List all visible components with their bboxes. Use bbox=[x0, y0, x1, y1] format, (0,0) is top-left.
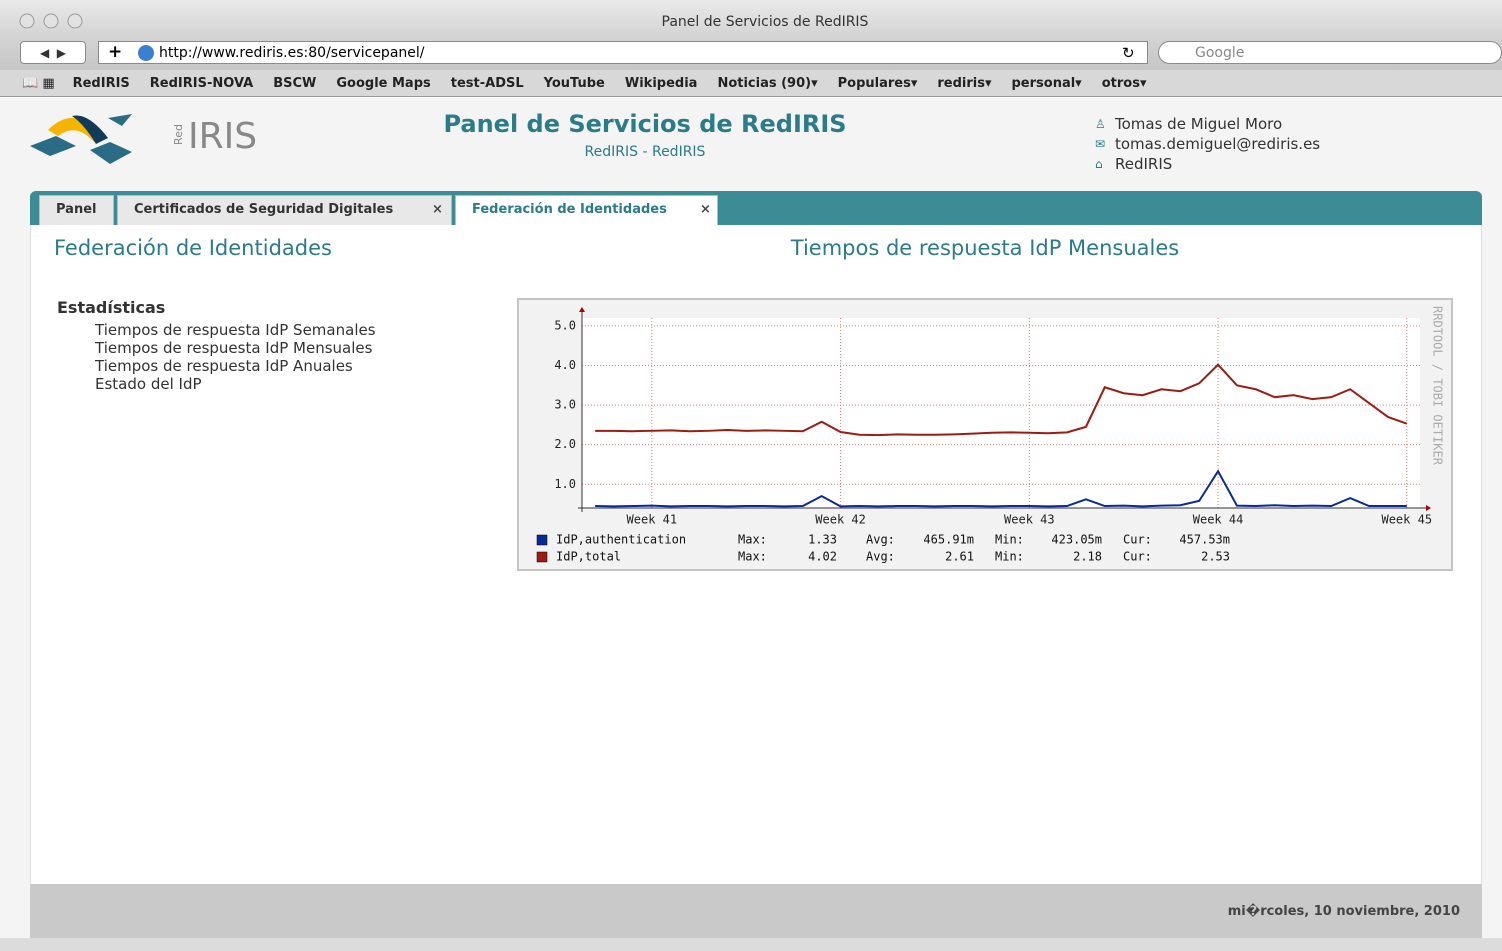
window-buttons[interactable] bbox=[18, 12, 98, 32]
logo-small: Red bbox=[171, 124, 185, 145]
menu-item[interactable]: Tiempos de respuesta IdP Mensuales bbox=[95, 339, 373, 357]
page-title: Federación de Identidades bbox=[54, 236, 332, 260]
bookmark[interactable]: personal▾ bbox=[1011, 75, 1082, 91]
bookmark[interactable]: RedIRIS-NOVA bbox=[149, 75, 254, 91]
logo-text: IRIS bbox=[188, 116, 258, 157]
legend-swatch bbox=[536, 551, 548, 563]
legend-stat-label: Min: bbox=[995, 533, 1024, 547]
menu: Estadísticas Tiempos de respuesta IdP Se… bbox=[57, 298, 376, 394]
user-name: Tomas de Miguel Moro bbox=[1115, 115, 1283, 133]
legend-stat-value: 465.91m bbox=[923, 533, 974, 547]
user-info: Tomas de Miguel Moro tomas.demiguel@redi… bbox=[1115, 114, 1320, 174]
bookmark[interactable]: Wikipedia bbox=[624, 75, 698, 91]
globe-icon bbox=[138, 45, 154, 61]
legend-stat-label: Cur: bbox=[1123, 550, 1152, 564]
user-email[interactable]: tomas.demiguel@rediris.es bbox=[1115, 135, 1321, 153]
legend-stat-value: 4.02 bbox=[808, 550, 837, 564]
search-field[interactable]: Google bbox=[1158, 41, 1502, 64]
menu-item[interactable]: Tiempos de respuesta IdP Anuales bbox=[95, 357, 353, 375]
x-arrow bbox=[1426, 505, 1431, 511]
tab[interactable]: Certificados de Seguridad Digitales bbox=[117, 195, 452, 225]
series-line bbox=[595, 469, 1407, 508]
bookmark[interactable]: Populares▾ bbox=[837, 75, 918, 91]
x-tick-label: Week 42 bbox=[815, 513, 866, 527]
x-tick-label: Week 45 bbox=[1381, 513, 1432, 527]
chart-box: 1.0 2.0 3.0 4.0 5.0 Week 41 Week 42 Week 43 Week… bbox=[517, 298, 1453, 571]
legend-stat-label: Avg: bbox=[866, 550, 895, 564]
status-bar bbox=[0, 938, 1502, 951]
y-tick-label: 2.0 bbox=[554, 437, 576, 451]
chart-title: Tiempos de respuesta IdP Mensuales bbox=[790, 236, 1180, 260]
x-tick-label: Week 44 bbox=[1193, 513, 1244, 527]
header-subtitle: RedIRIS - RedIRIS bbox=[584, 144, 706, 160]
bookmark-icons[interactable]: 📖 ▦ bbox=[22, 75, 55, 91]
user-org: RedIRIS bbox=[1115, 155, 1173, 173]
legend-swatch bbox=[536, 534, 548, 546]
reload-icon[interactable]: ↻ bbox=[1122, 44, 1135, 62]
tab[interactable]: Federación de Identidades bbox=[455, 195, 718, 225]
menu-heading: Estadísticas bbox=[57, 298, 166, 317]
legend-stat-label: Cur: bbox=[1123, 533, 1152, 547]
legend-stat-label: Max: bbox=[738, 533, 767, 547]
x-tick-label: Week 43 bbox=[1004, 513, 1055, 527]
legend-stat-label: Min: bbox=[995, 550, 1024, 564]
legend-stat-value: 1.33 bbox=[808, 533, 837, 547]
series-line bbox=[595, 363, 1408, 437]
legend-stat-value: 2.61 bbox=[945, 550, 974, 564]
add-button[interactable]: + bbox=[108, 42, 123, 62]
bookmarks-bar: 📖 ▦ RedIRIS RedIRIS-NOVA BSCW Google Maps tes… bbox=[0, 70, 1502, 97]
menu-item[interactable]: Tiempos de respuesta IdP Semanales bbox=[95, 321, 376, 339]
bookmark[interactable]: RedIRIS bbox=[72, 75, 130, 91]
logo bbox=[30, 114, 132, 164]
bookmark[interactable]: rediris▾ bbox=[937, 75, 992, 91]
x-tick-label: Week 41 bbox=[627, 513, 678, 527]
header-title: Panel de Servicios de RedIRIS bbox=[443, 110, 847, 138]
watermark: RRDTOOL / TOBI OETIKER bbox=[1431, 306, 1445, 466]
nav-buttons[interactable]: ◀ ▶ bbox=[20, 41, 86, 64]
legend-name: IdP,total bbox=[556, 550, 621, 564]
legend-stat-value: 2.18 bbox=[1073, 550, 1102, 564]
bookmark[interactable]: BSCW bbox=[273, 75, 317, 91]
y-arrow bbox=[579, 307, 585, 312]
tab[interactable]: Panel bbox=[39, 195, 114, 225]
user-icons: ♙ ✉ ⌂ bbox=[1095, 117, 1106, 171]
bookmark[interactable]: Google Maps bbox=[336, 75, 431, 91]
legend-stat-value: 2.53 bbox=[1201, 550, 1230, 564]
footer-date: mi�rcoles, 10 noviembre, 2010 bbox=[1227, 904, 1460, 919]
y-tick-label: 4.0 bbox=[554, 358, 576, 372]
y-tick-label: 1.0 bbox=[554, 477, 576, 491]
url-field[interactable]: http://www.rediris.es:80/servicepanel/ bbox=[98, 41, 1148, 64]
y-tick-label: 3.0 bbox=[554, 398, 576, 412]
tab-close[interactable]: × bbox=[700, 202, 711, 217]
legend-name: IdP,authentication bbox=[556, 533, 686, 547]
menu-item[interactable]: Estado del IdP bbox=[95, 375, 202, 393]
bookmark[interactable]: otros▾ bbox=[1101, 75, 1147, 91]
legend-stat-value: 423.05m bbox=[1051, 533, 1102, 547]
bookmark[interactable]: Noticias (90)▾ bbox=[717, 75, 818, 91]
plot-area bbox=[582, 318, 1420, 508]
window-title: Panel de Servicios de RedIRIS bbox=[661, 14, 869, 30]
footer: mi�rcoles, 10 noviembre, 2010 bbox=[30, 884, 1482, 938]
legend-stat-label: Avg: bbox=[866, 533, 895, 547]
chart: 1.0 2.0 3.0 4.0 5.0 Week 41 Week 42 Week 43 Week… bbox=[536, 306, 1445, 564]
toolbar: ◀ ▶ http://www.rediris.es:80/servicepane… bbox=[0, 36, 1502, 70]
title-bar: Panel de Servicios de RedIRIS bbox=[0, 0, 1502, 36]
y-tick-label: 5.0 bbox=[554, 318, 576, 332]
tab-close[interactable]: × bbox=[432, 202, 443, 217]
legend-stat-value: 457.53m bbox=[1179, 533, 1230, 547]
legend-stat-label: Max: bbox=[738, 550, 767, 564]
bookmark[interactable]: test-ADSL bbox=[450, 75, 524, 91]
bookmark[interactable]: YouTube bbox=[543, 75, 605, 91]
